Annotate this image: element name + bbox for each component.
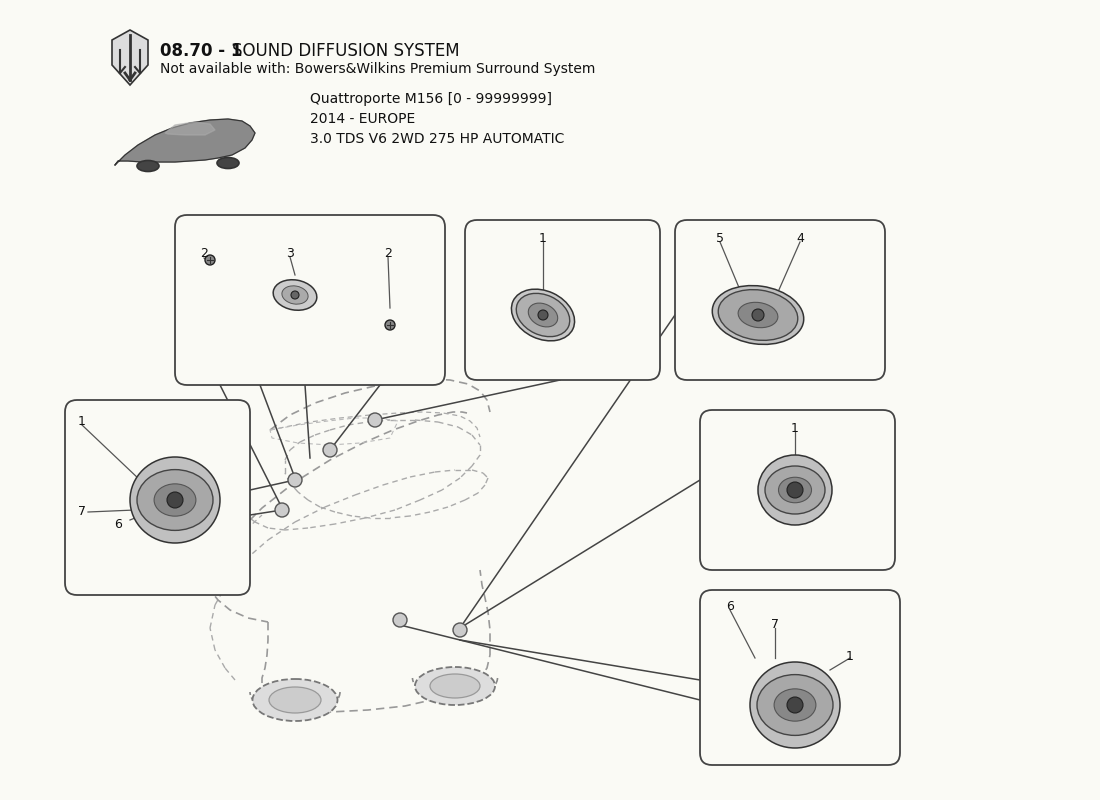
Ellipse shape bbox=[253, 679, 338, 721]
Text: 2014 - EUROPE: 2014 - EUROPE bbox=[310, 112, 416, 126]
Circle shape bbox=[393, 613, 407, 627]
Text: 2: 2 bbox=[200, 247, 208, 260]
Ellipse shape bbox=[130, 457, 220, 543]
Circle shape bbox=[385, 320, 395, 330]
Text: 3.0 TDS V6 2WD 275 HP AUTOMATIC: 3.0 TDS V6 2WD 275 HP AUTOMATIC bbox=[310, 132, 564, 146]
Text: Quattroporte M156 [0 - 99999999]: Quattroporte M156 [0 - 99999999] bbox=[310, 92, 552, 106]
Ellipse shape bbox=[774, 689, 816, 721]
Ellipse shape bbox=[154, 484, 196, 516]
Ellipse shape bbox=[415, 667, 495, 705]
Circle shape bbox=[275, 503, 289, 517]
Circle shape bbox=[538, 310, 548, 320]
Circle shape bbox=[786, 697, 803, 713]
Polygon shape bbox=[165, 122, 214, 135]
Polygon shape bbox=[116, 119, 255, 165]
Circle shape bbox=[167, 492, 183, 508]
Ellipse shape bbox=[516, 294, 570, 337]
Text: 1: 1 bbox=[791, 422, 799, 435]
Ellipse shape bbox=[738, 302, 778, 328]
Ellipse shape bbox=[758, 455, 832, 525]
FancyBboxPatch shape bbox=[465, 220, 660, 380]
Circle shape bbox=[453, 623, 468, 637]
Text: 08.70 - 1: 08.70 - 1 bbox=[160, 42, 249, 60]
Text: 3: 3 bbox=[286, 247, 294, 260]
Text: Not available with: Bowers&Wilkins Premium Surround System: Not available with: Bowers&Wilkins Premi… bbox=[160, 62, 595, 76]
FancyBboxPatch shape bbox=[65, 400, 250, 595]
Circle shape bbox=[288, 473, 302, 487]
Ellipse shape bbox=[217, 158, 239, 169]
Text: 7: 7 bbox=[78, 505, 86, 518]
Text: 1: 1 bbox=[539, 232, 547, 245]
Ellipse shape bbox=[718, 290, 798, 340]
Ellipse shape bbox=[764, 466, 825, 514]
Ellipse shape bbox=[282, 286, 308, 304]
Ellipse shape bbox=[713, 286, 804, 345]
FancyBboxPatch shape bbox=[700, 410, 895, 570]
Ellipse shape bbox=[270, 687, 321, 713]
Text: 7: 7 bbox=[771, 618, 779, 631]
FancyBboxPatch shape bbox=[175, 215, 446, 385]
Ellipse shape bbox=[750, 662, 840, 748]
Ellipse shape bbox=[779, 478, 812, 502]
FancyBboxPatch shape bbox=[700, 590, 900, 765]
Text: 6: 6 bbox=[114, 518, 122, 531]
Circle shape bbox=[205, 255, 214, 265]
Ellipse shape bbox=[138, 161, 160, 171]
Text: 6: 6 bbox=[726, 600, 734, 613]
Circle shape bbox=[786, 482, 803, 498]
Ellipse shape bbox=[757, 674, 833, 735]
Text: 2: 2 bbox=[384, 247, 392, 260]
Text: 1: 1 bbox=[78, 415, 86, 428]
FancyBboxPatch shape bbox=[675, 220, 886, 380]
Text: 1: 1 bbox=[846, 650, 854, 663]
Ellipse shape bbox=[273, 280, 317, 310]
Text: SOUND DIFFUSION SYSTEM: SOUND DIFFUSION SYSTEM bbox=[232, 42, 460, 60]
Text: 5: 5 bbox=[716, 232, 724, 245]
Circle shape bbox=[752, 309, 764, 321]
Ellipse shape bbox=[430, 674, 480, 698]
Circle shape bbox=[368, 413, 382, 427]
Circle shape bbox=[292, 291, 299, 299]
Circle shape bbox=[323, 443, 337, 457]
Ellipse shape bbox=[512, 289, 574, 341]
Ellipse shape bbox=[528, 303, 558, 327]
Ellipse shape bbox=[138, 470, 213, 530]
Text: 4: 4 bbox=[796, 232, 804, 245]
Polygon shape bbox=[112, 30, 148, 85]
